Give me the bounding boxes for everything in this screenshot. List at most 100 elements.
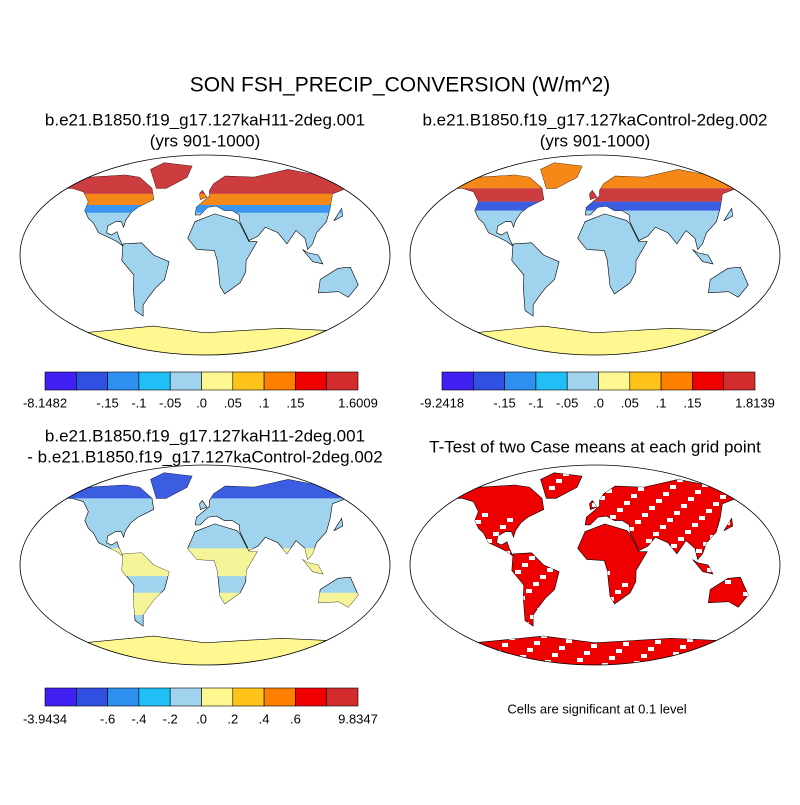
anomaly-band [59,162,359,194]
continent [58,484,155,557]
nonsignificant-cell [486,539,492,543]
nonsignificant-cell [580,625,586,629]
continent [333,517,343,532]
nonsignificant-cell [703,542,709,546]
nonsignificant-cell [745,500,749,504]
nonsignificant-cell [743,592,749,596]
nonsignificant-cell [439,496,445,500]
nonsignificant-cell [449,607,454,611]
nonsignificant-cell [414,491,420,495]
nonsignificant-cell [640,595,646,599]
nonsignificant-cell [764,571,770,575]
nonsignificant-cell [601,604,607,608]
continent [448,484,545,557]
nonsignificant-cell [730,655,736,659]
nonsignificant-cell [623,642,629,646]
nonsignificant-cell [737,648,743,652]
nonsignificant-cell [652,473,658,477]
nonsignificant-cell [522,563,528,567]
colorbar-label: .05 [621,395,639,410]
colorbar-label: .15 [683,395,701,410]
nonsignificant-cell [468,527,474,531]
nonsignificant-cell [554,561,560,565]
nonsignificant-cell [549,486,555,490]
anomaly-band [449,201,749,211]
nonsignificant-cell [429,536,435,540]
nonsignificant-cell [753,552,759,556]
colorbar-box [201,371,234,391]
nonsignificant-cell [411,524,417,528]
continent [584,479,749,561]
nonsignificant-cell [466,619,472,623]
panel-title: (yrs 901-1000) [540,131,651,150]
nonsignificant-cell [561,554,567,558]
continent [318,266,359,298]
nonsignificant-cell [455,600,461,604]
nonsignificant-cell [673,652,679,656]
continent [194,479,359,561]
nonsignificant-cell [604,571,610,575]
colorbar-box [598,371,631,391]
nonsignificant-cell [773,472,779,476]
colorbar-label: -.15 [493,395,515,410]
nonsignificant-cell [606,489,612,493]
nonsignificant-cell [482,513,488,517]
nonsignificant-cell [597,578,603,582]
nonsignificant-cell [612,623,618,627]
nonsignificant-cell [428,477,434,481]
colorbar-box [76,371,108,391]
nonsignificant-cell [615,590,621,594]
colorbar-box [441,371,474,391]
nonsignificant-cell [680,645,686,649]
nonsignificant-cell [551,594,557,598]
nonsignificant-cell [725,580,731,584]
nonsignificant-cell [437,588,443,592]
nonsignificant-cell [504,551,510,555]
nonsignificant-cell [617,508,623,512]
nonsignificant-cell [576,599,582,603]
nonsignificant-cell [563,472,569,476]
nonsignificant-cell [638,487,644,491]
nonsignificant-cell [537,608,543,612]
nonsignificant-cell [752,493,758,497]
nonsignificant-cell [644,621,650,625]
nonsignificant-cell [667,518,673,522]
nonsignificant-cell [449,548,453,552]
nonsignificant-cell [755,660,761,664]
nonsignificant-cell [434,621,440,625]
nonsignificant-cell [480,605,486,609]
nonsignificant-cell [699,516,705,520]
colorbar-box [660,371,693,391]
colorbar-label: -.6 [100,711,115,726]
colorbar-label: -.15 [96,395,118,410]
continent [199,500,208,510]
nonsignificant-cell [622,583,628,587]
nonsignificant-cell [484,631,490,635]
colorbar-box [263,687,296,707]
nonsignificant-cell [774,531,780,535]
colorbar-box [472,371,505,391]
nonsignificant-cell [454,541,460,545]
nonsignificant-cell [739,566,745,570]
anomaly-band [59,592,359,615]
nonsignificant-cell [508,577,514,581]
nonsignificant-cell [583,592,589,596]
nonsignificant-cell [701,624,707,628]
nonsignificant-cell [635,520,641,524]
nonsignificant-cell [459,626,465,630]
nonsignificant-cell [685,530,691,534]
nonsignificant-cell [519,596,525,600]
nonsignificant-cell [663,492,669,496]
nonsignificant-cell [608,597,614,601]
nonsignificant-cell [523,622,529,626]
nonsignificant-cell [475,520,481,524]
nonsignificant-cell [500,525,506,529]
nonsignificant-cell [766,479,772,483]
nonsignificant-cell [627,468,633,472]
nonsignificant-cell [705,650,711,654]
nonsignificant-cell [457,508,463,512]
nonsignificant-cell [746,559,749,563]
nonsignificant-cell [452,633,458,637]
nonsignificant-cell [572,573,578,577]
nonsignificant-cell [529,556,535,560]
